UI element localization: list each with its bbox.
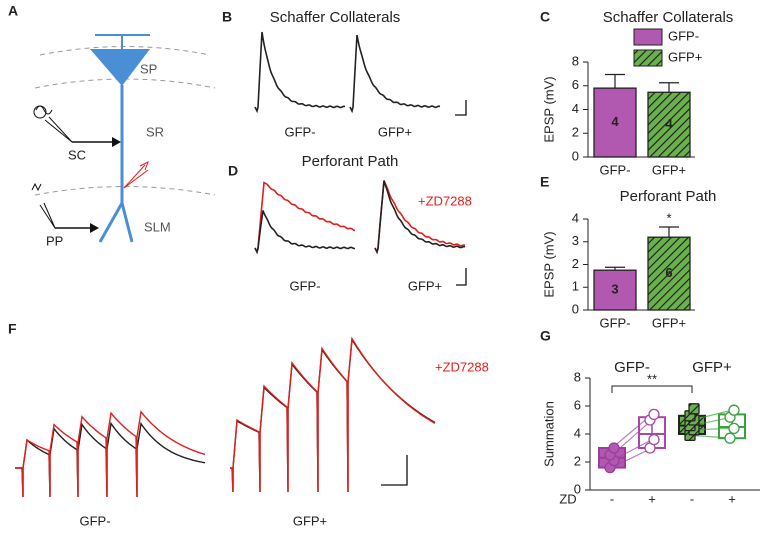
y-axis-label: EPSP (mV): [541, 76, 556, 142]
panel-label: F: [8, 321, 17, 337]
error-bar: [605, 266, 625, 271]
trace: [15, 410, 206, 498]
n-label: 6: [665, 265, 672, 280]
trace: [254, 31, 346, 114]
legend-swatch: [633, 49, 663, 67]
point: [648, 408, 660, 421]
bar: [593, 269, 637, 311]
significance: *: [666, 210, 671, 225]
chart-title: Schaffer Collaterals: [603, 9, 734, 26]
drug-label: +ZD7288: [418, 193, 472, 208]
y-tick-label: 2: [572, 125, 579, 140]
trace: [374, 180, 466, 255]
y-axis-label: EPSP (mV): [541, 231, 556, 297]
scale-bars: [381, 100, 467, 486]
trace: [254, 210, 355, 255]
x-tick-label: GFP-: [599, 162, 630, 177]
y-tick-label: 8: [572, 53, 579, 68]
traces: [15, 31, 466, 498]
point: [688, 403, 700, 415]
point: [724, 432, 736, 444]
panel-label: D: [228, 163, 238, 179]
x-tick-label: +: [648, 491, 656, 506]
x-tick-label: -: [690, 491, 694, 506]
trace-label: GFP-: [284, 124, 315, 139]
x-tick-label: GFP+: [652, 162, 686, 177]
n-label: 4: [611, 114, 619, 129]
y-tick-label: 0: [574, 481, 581, 496]
group-label: GFP-: [614, 359, 650, 376]
y-tick-label: 2: [574, 453, 581, 468]
y-tick-label: 4: [574, 425, 581, 440]
trace-label: GFP+: [293, 513, 327, 528]
pair-line: [611, 439, 653, 462]
drug-label: +ZD7288: [435, 359, 489, 374]
input-label: SC: [68, 147, 86, 162]
n-label: 4: [665, 116, 673, 131]
layer-label: SP: [140, 61, 157, 76]
trace-label: GFP+: [408, 278, 442, 293]
y-axis-label: Summation: [541, 401, 556, 467]
y-tick-label: 0: [572, 301, 579, 316]
panel-label: C: [540, 9, 550, 25]
neuron-diagram: [31, 34, 216, 243]
trace: [374, 180, 466, 255]
point: [728, 404, 740, 416]
trace: [230, 336, 436, 493]
y-tick-label: 6: [574, 397, 581, 412]
y-tick-label: 6: [572, 77, 579, 92]
x-tick-label: GFP-: [599, 315, 630, 330]
significance: **: [647, 371, 657, 386]
y-tick-label: 4: [572, 101, 579, 116]
point: [728, 422, 740, 435]
panel-label: A: [8, 3, 18, 19]
y-tick-label: 2: [572, 256, 579, 271]
chart-title: Perforant Path: [620, 188, 717, 205]
legend-label: GFP-: [668, 28, 699, 43]
legend-label: GFP+: [668, 49, 702, 64]
y-tick-label: 1: [572, 279, 579, 294]
y-tick-label: 8: [574, 369, 581, 384]
y-tick-label: 4: [572, 210, 579, 225]
n-label: 3: [611, 282, 618, 297]
x-axis-label: ZD: [559, 491, 576, 506]
y-tick-label: 3: [572, 233, 579, 248]
trace-label: GFP-: [289, 278, 320, 293]
panel-label: B: [222, 9, 232, 25]
trace-label: GFP+: [378, 124, 412, 139]
panel-title: Perforant Path: [302, 153, 399, 170]
bar: [647, 91, 691, 158]
trace: [254, 181, 356, 255]
x-tick-label: +: [728, 491, 736, 506]
legend-swatch: [633, 28, 663, 46]
x-tick-label: -: [610, 491, 614, 506]
trace: [15, 421, 206, 498]
bracket: [611, 385, 693, 393]
x-tick-label: GFP+: [652, 315, 686, 330]
error-bar: [659, 226, 679, 238]
layer-label: SR: [146, 124, 164, 139]
error-bar: [659, 82, 679, 93]
panel-label: G: [540, 328, 551, 344]
trace: [349, 34, 441, 114]
point: [648, 433, 660, 446]
pair-line: [611, 447, 653, 469]
panel-title: Schaffer Collaterals: [270, 9, 401, 26]
point: [608, 442, 620, 454]
panel-label: E: [540, 174, 549, 190]
y-tick-label: 0: [572, 148, 579, 163]
input-label: PP: [46, 233, 63, 248]
error-bar: [605, 73, 625, 89]
group-label: GFP+: [692, 359, 732, 376]
layer-label: SLM: [144, 219, 171, 234]
trace-label: GFP-: [79, 513, 110, 528]
